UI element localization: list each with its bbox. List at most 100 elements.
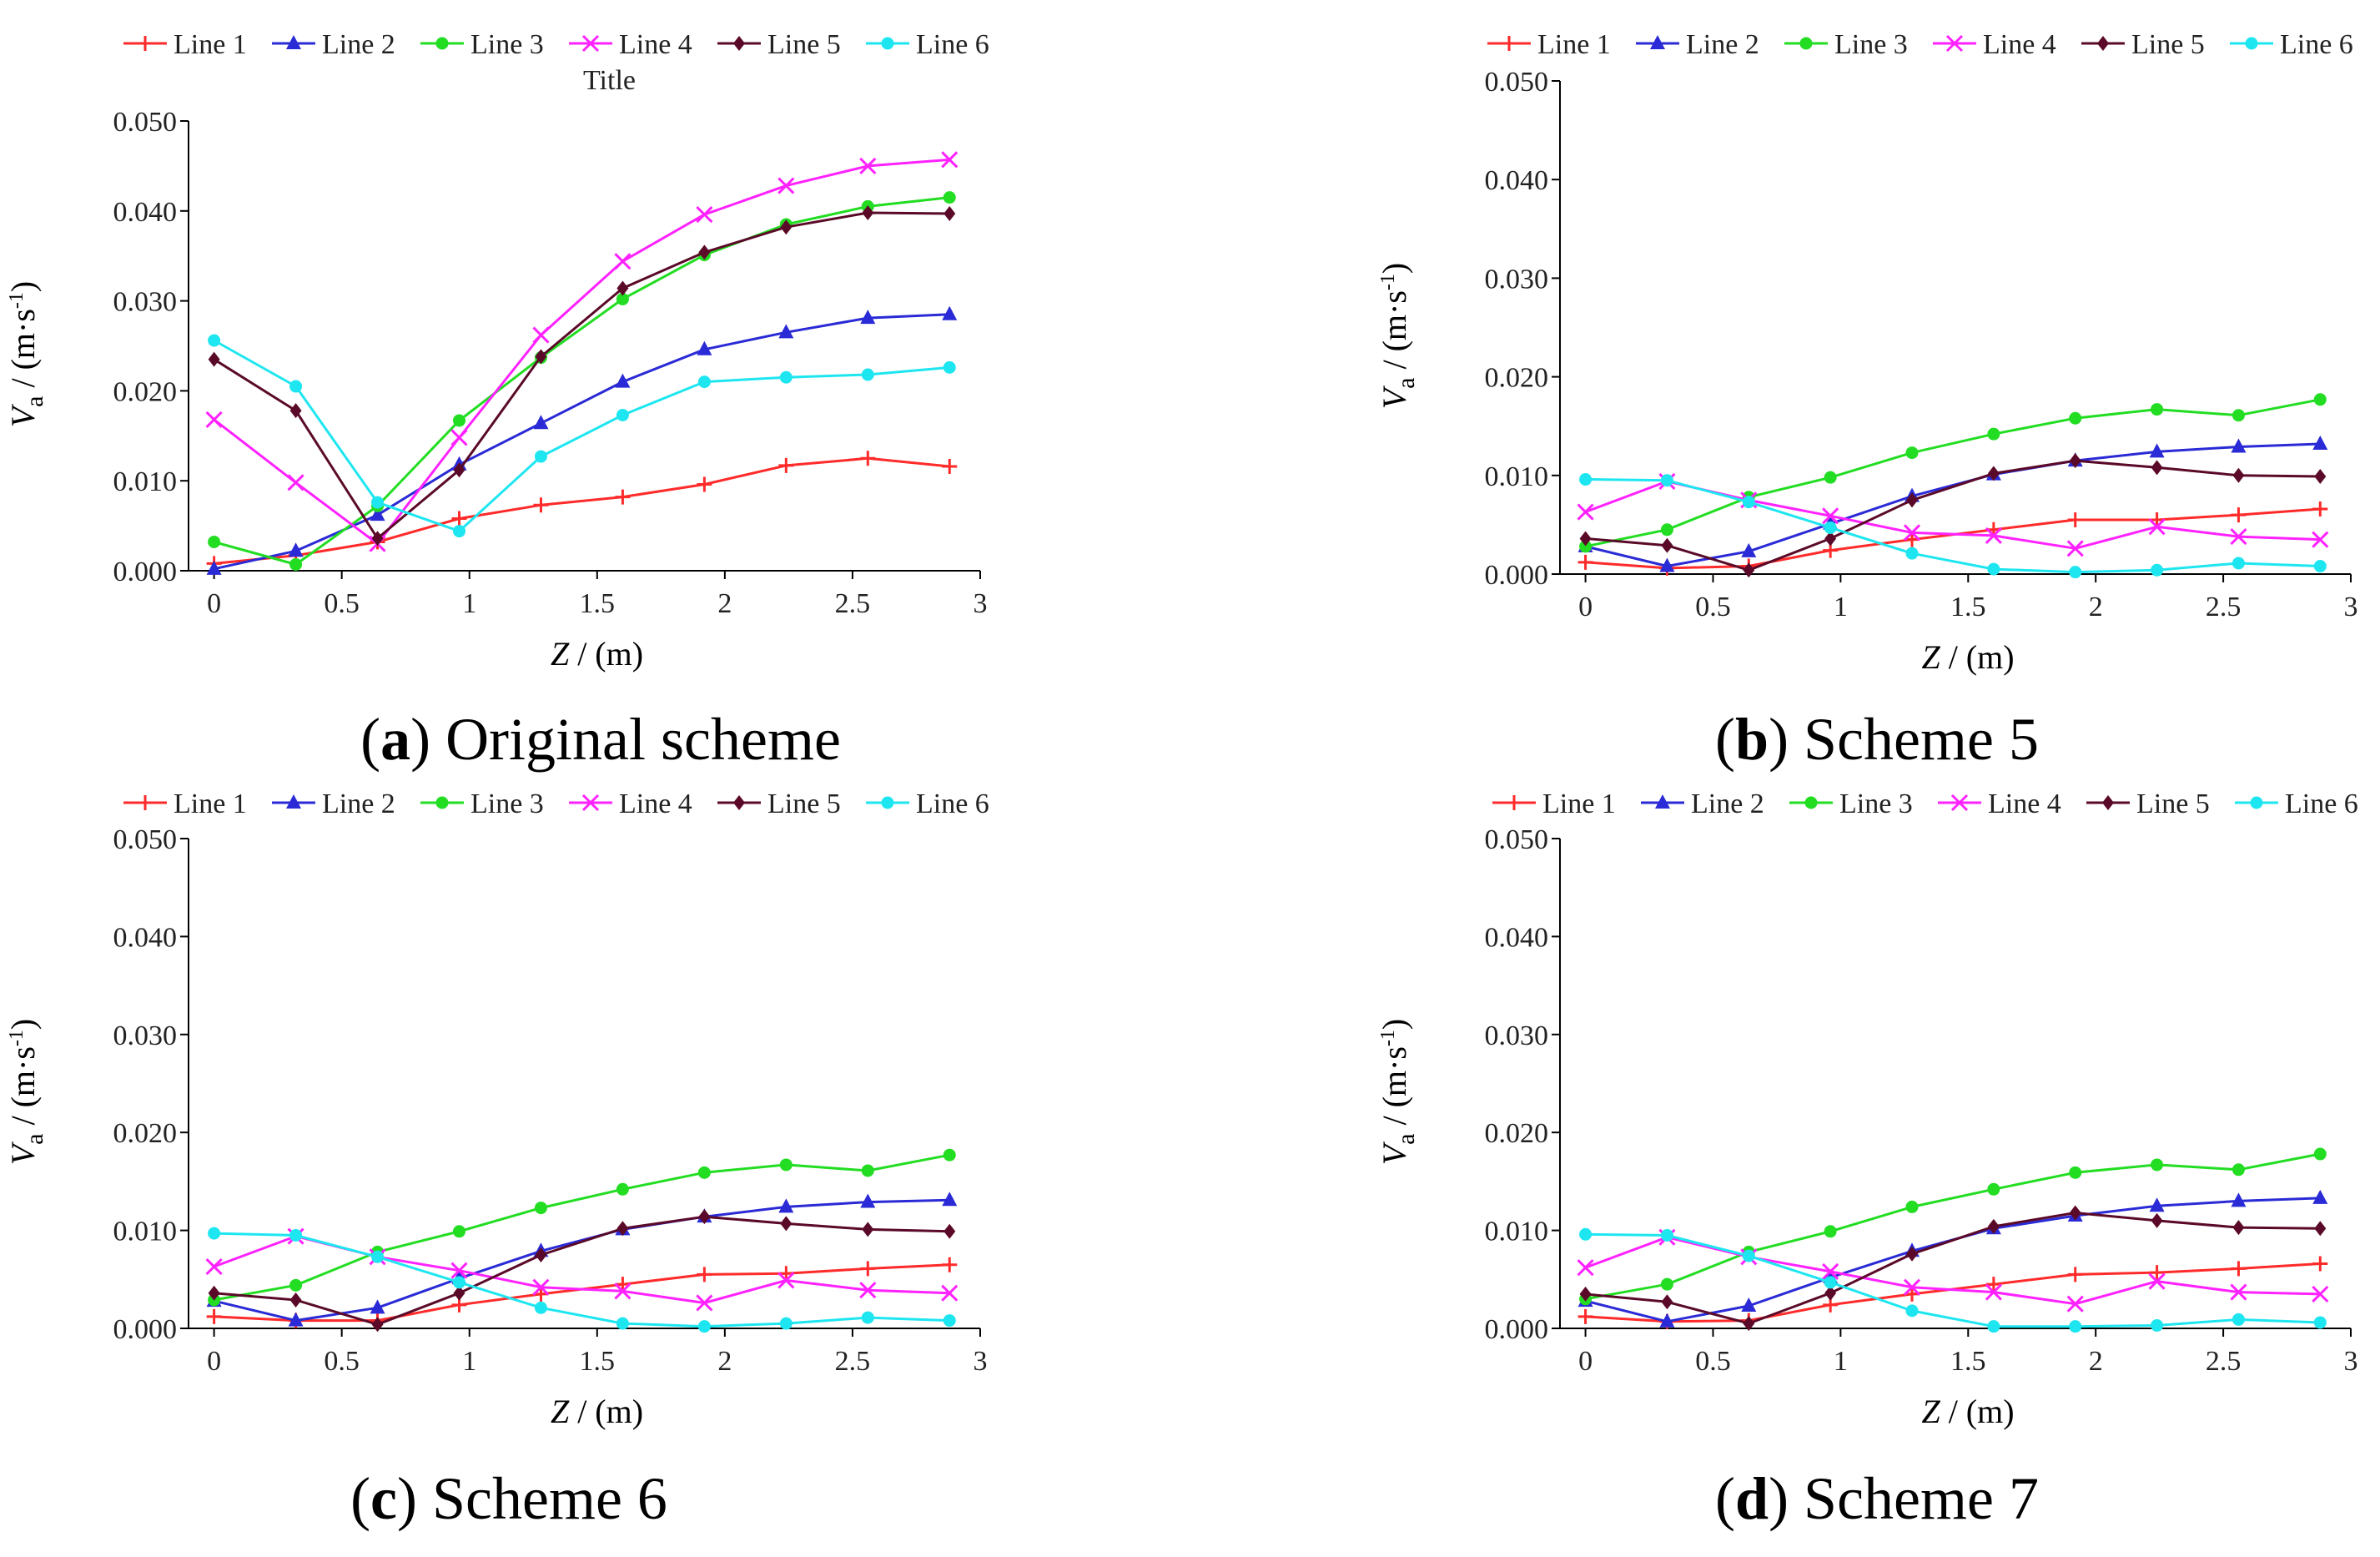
data-point — [288, 542, 304, 557]
data-point — [1905, 446, 1919, 460]
legend-item: Line 1 — [1492, 789, 1616, 819]
data-point — [943, 206, 956, 222]
plot-area — [1577, 1147, 2329, 1333]
y-tick-label: 0.050 — [113, 824, 178, 855]
y-tick-label: 0.000 — [113, 557, 178, 587]
legend-item: Line 3 — [420, 789, 544, 819]
data-point — [615, 373, 631, 388]
data-point — [2230, 528, 2247, 546]
data-point — [2313, 1147, 2327, 1161]
x-tick-label: 2.5 — [835, 588, 871, 619]
data-point — [2312, 1189, 2328, 1204]
legend-label: Line 6 — [2280, 29, 2353, 60]
y-tick-label: 0.040 — [113, 197, 178, 228]
legend-marker — [733, 795, 745, 810]
data-point — [288, 1312, 304, 1327]
x-tick-label: 2.5 — [2206, 592, 2242, 622]
data-point — [860, 451, 876, 466]
data-point — [1987, 427, 2000, 441]
legend-item: Line 2 — [1641, 789, 1764, 819]
data-point — [778, 324, 794, 339]
data-point — [616, 280, 629, 296]
series-line — [214, 313, 950, 571]
data-point — [1905, 1200, 1919, 1213]
series-1 — [206, 451, 958, 572]
y-tick-label: 0.030 — [1485, 264, 1549, 295]
data-point — [942, 1192, 958, 1207]
data-point — [779, 370, 792, 384]
data-point — [371, 1317, 384, 1333]
data-point — [2232, 557, 2245, 570]
data-point — [532, 1278, 550, 1296]
data-point — [2151, 403, 2164, 416]
legend-label: Line 1 — [1537, 29, 1611, 60]
data-point — [2312, 435, 2328, 450]
legend-marker — [2102, 795, 2114, 810]
legend-item: Line 3 — [1789, 789, 1913, 819]
data-point — [1577, 503, 1594, 521]
data-point — [2151, 460, 2163, 476]
data-point — [1660, 1277, 1673, 1291]
data-point — [206, 560, 222, 575]
x-tick-label: 2 — [2089, 592, 2103, 622]
data-point — [289, 1278, 303, 1292]
x-tick-label: 3 — [2344, 592, 2358, 622]
legend-item: Line 1 — [123, 789, 247, 819]
chart-c: Line 1 Line 2 Line 3 Line 4 Line 5 Line 6 0.00… — [4, 789, 989, 1430]
legend-item: Line 6 — [2235, 789, 2358, 819]
data-point — [698, 1209, 711, 1225]
data-point — [2312, 531, 2329, 548]
x-tick-label: 3 — [2344, 1346, 2358, 1377]
y-tick-label: 0.000 — [1485, 560, 1549, 591]
x-tick-label: 1 — [1834, 592, 1848, 622]
data-point — [779, 1317, 792, 1330]
legend-marker — [733, 36, 745, 51]
data-point — [2313, 1316, 2327, 1329]
legend-marker — [138, 795, 153, 810]
legend-item: Line 5 — [717, 789, 841, 819]
legend-item: Line 4 — [1933, 29, 2056, 60]
y-axis-label: Va / (m·s-1) — [4, 281, 48, 428]
legend-item: Line 2 — [272, 29, 395, 60]
series-5 — [208, 1209, 956, 1333]
data-point — [205, 1257, 223, 1276]
data-point — [1987, 466, 2000, 481]
panel-c: Line 1 Line 2 Line 3 Line 4 Line 5 Line 6 0.00… — [4, 789, 989, 1532]
data-point — [1985, 1283, 2002, 1301]
x-tick-label: 3 — [974, 588, 988, 619]
data-point — [2151, 1212, 2163, 1228]
series-line — [1585, 1197, 2321, 1323]
data-point — [2232, 467, 2245, 483]
data-point — [208, 1227, 221, 1240]
series-2 — [1577, 1189, 2328, 1328]
data-point — [208, 536, 221, 549]
data-point — [943, 1314, 956, 1328]
x-tick-label: 0 — [1578, 592, 1593, 622]
data-point — [616, 1182, 629, 1196]
data-point — [206, 1308, 222, 1324]
data-point — [534, 1202, 547, 1215]
data-point — [208, 351, 220, 367]
legend-marker — [1650, 35, 1665, 49]
legend-marker — [581, 794, 600, 812]
data-point — [371, 531, 384, 547]
data-point — [698, 244, 711, 260]
series-6 — [208, 334, 956, 538]
data-point — [2231, 1192, 2247, 1207]
data-point — [615, 1277, 631, 1292]
data-point — [533, 415, 549, 430]
legend-item: Line 4 — [569, 789, 692, 819]
data-point — [942, 305, 958, 320]
data-point — [1743, 1316, 1755, 1332]
data-point — [2069, 566, 2082, 579]
legend-marker — [2245, 37, 2258, 50]
data-point — [697, 340, 712, 355]
x-tick-label: 0 — [207, 588, 221, 619]
legend-item: Line 4 — [569, 29, 692, 60]
y-tick-label: 0.010 — [1485, 461, 1549, 492]
legend-item: Line 3 — [420, 29, 544, 60]
series-line — [1585, 1152, 2321, 1301]
series-line — [1585, 398, 2321, 548]
